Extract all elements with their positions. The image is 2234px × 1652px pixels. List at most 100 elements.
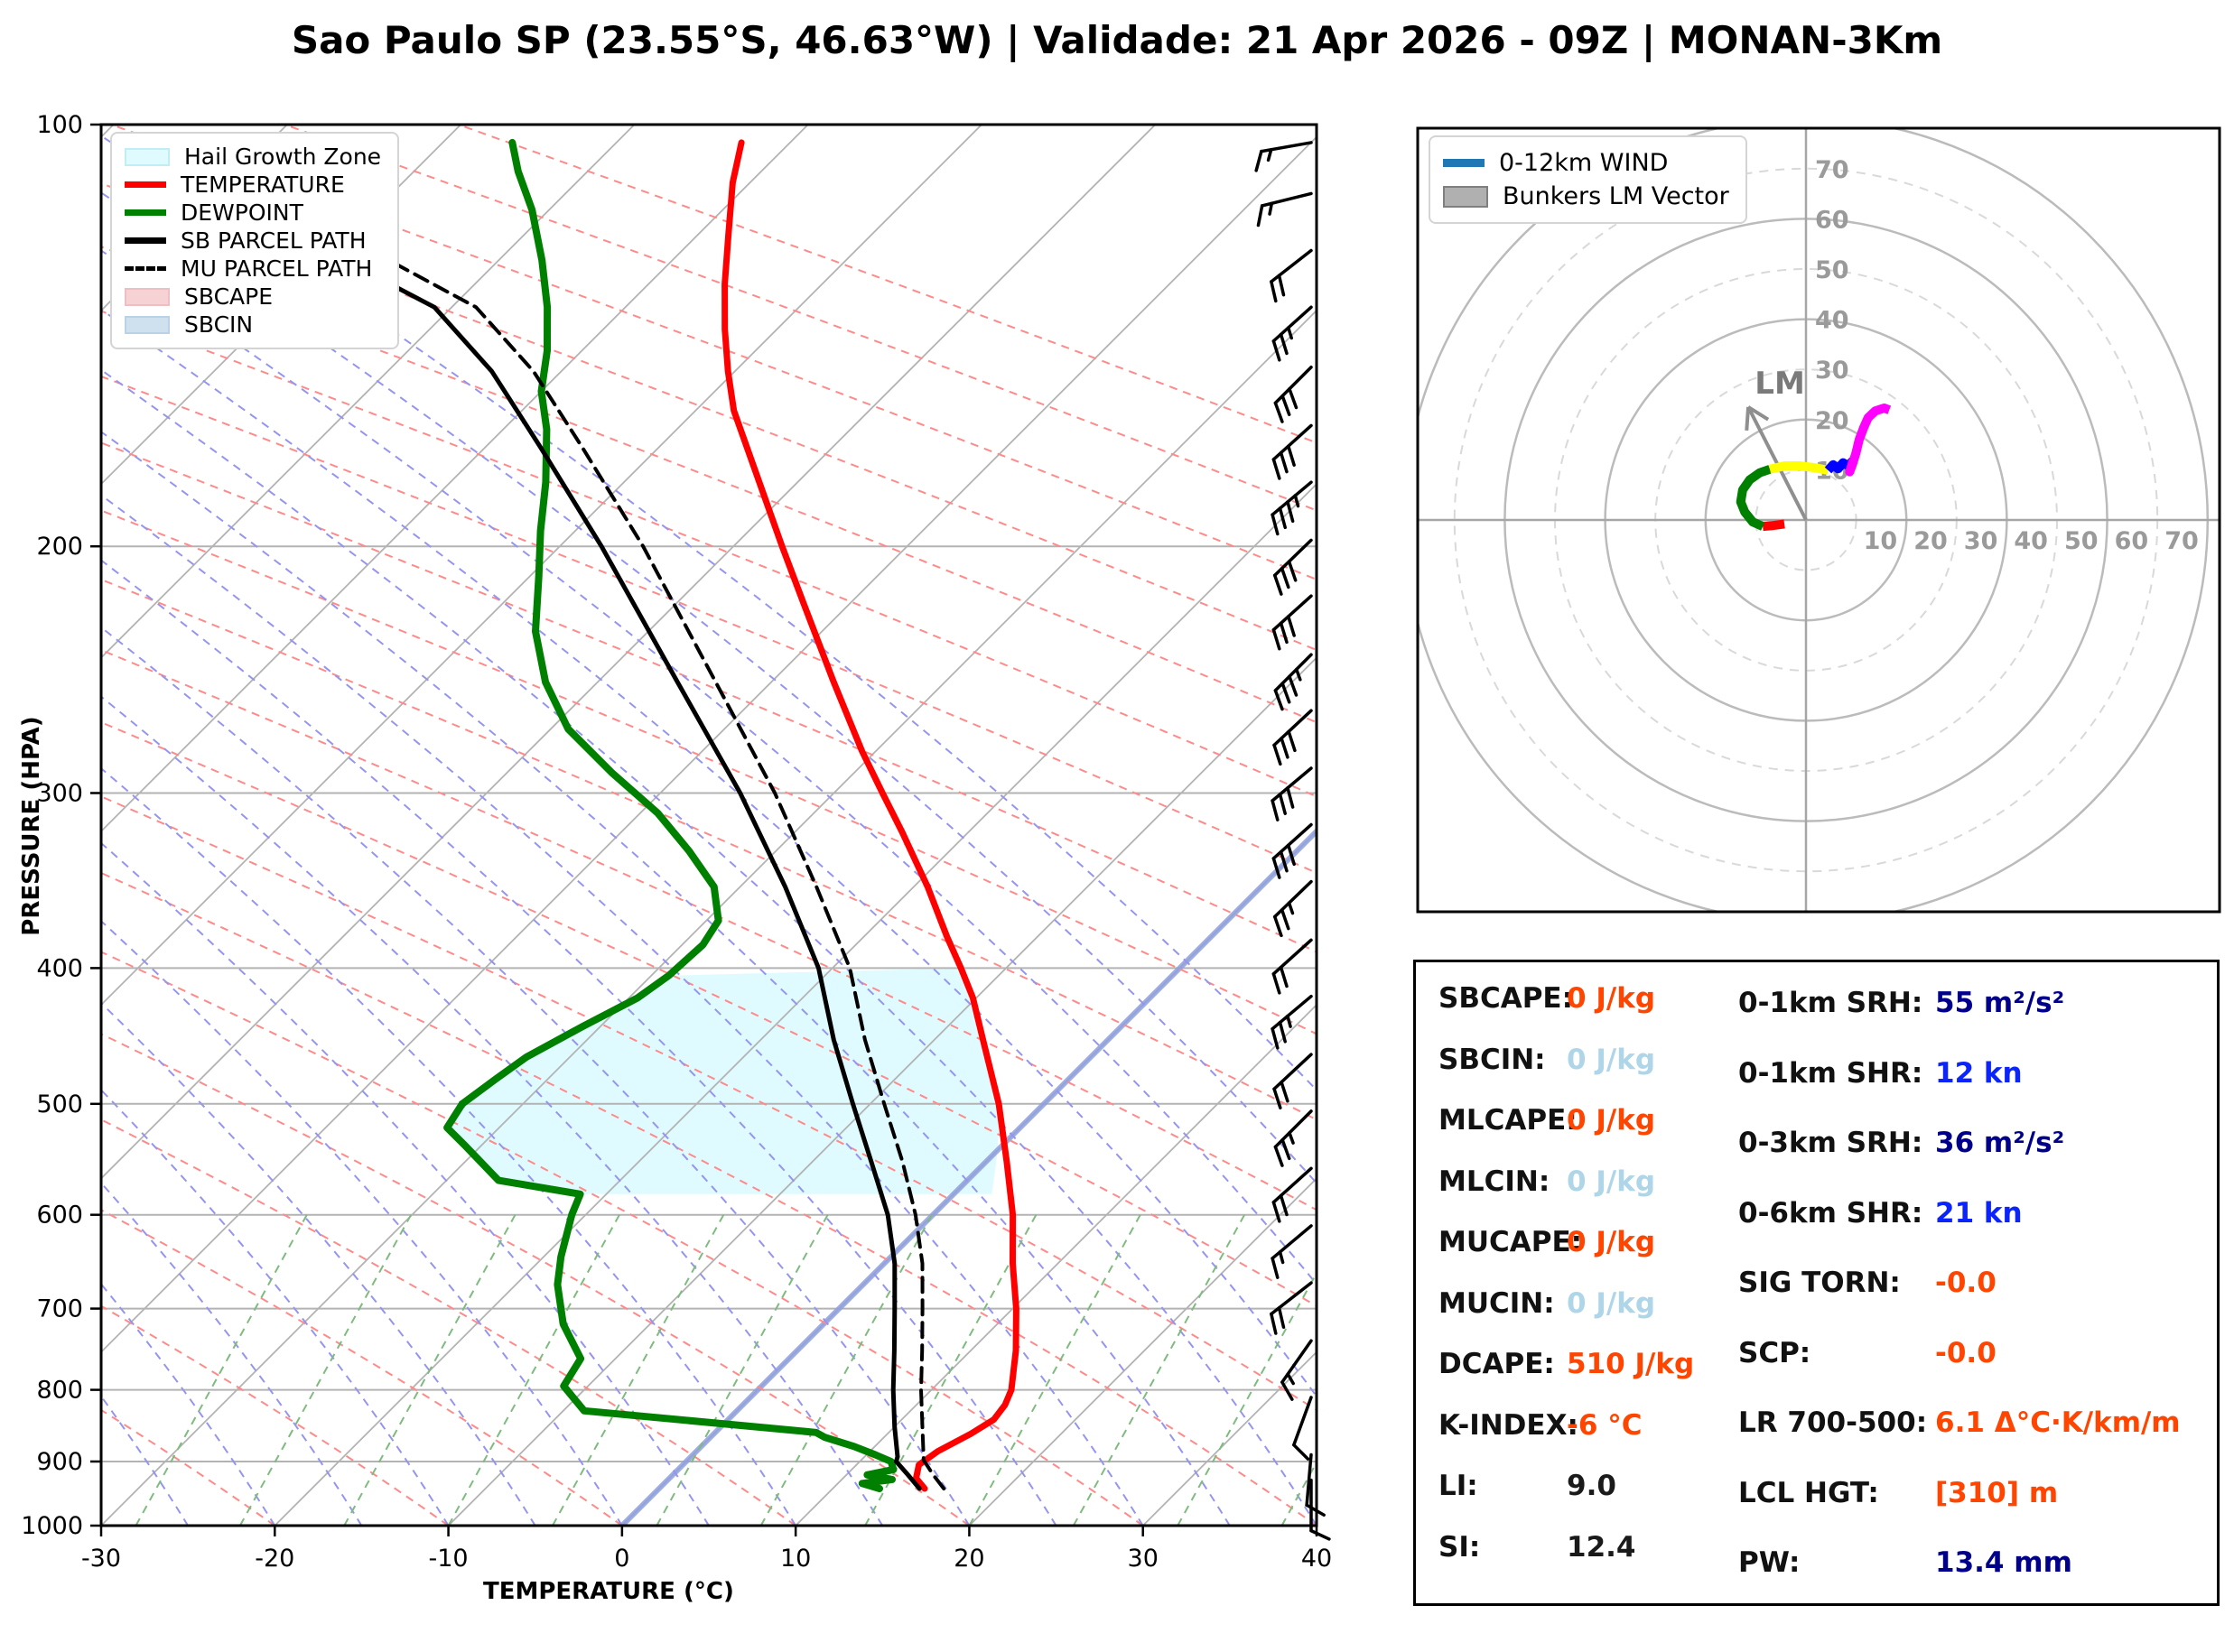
index-row-sbcin-: SBCIN: 0 J/kg xyxy=(1438,1044,1856,1076)
index-row-mucin-: MUCIN: 0 J/kg xyxy=(1438,1287,1856,1320)
hail-growth-zone-swatch xyxy=(125,147,170,166)
legend-item-temperature: TEMPERATURE xyxy=(125,171,381,199)
wind-0-12km-swatch xyxy=(1443,159,1485,167)
index-row-0-1km-shr-: 0-1km SHR: 12 kn xyxy=(1738,1057,2224,1090)
svg-text:600: 600 xyxy=(36,1202,83,1230)
index-row-li-: LI: 9.0 xyxy=(1438,1470,1856,1502)
index-label: SI: xyxy=(1438,1530,1481,1564)
index-label: DCAPE: xyxy=(1438,1348,1555,1380)
page-title: Sao Paulo SP (23.55°S, 46.63°W) | Valida… xyxy=(291,18,1943,62)
svg-text:-10: -10 xyxy=(429,1545,469,1573)
sbcin-label: SBCIN xyxy=(184,311,254,338)
index-row-si-: SI: 12.4 xyxy=(1438,1531,1856,1564)
sb-parcel-path-swatch xyxy=(125,237,166,244)
hodograph-legend: 0-12km WIND Bunkers LM Vector xyxy=(1429,135,1747,224)
svg-text:800: 800 xyxy=(36,1377,83,1405)
svg-text:30: 30 xyxy=(1128,1545,1159,1573)
wind-0-12km-label: 0-12km WIND xyxy=(1499,149,1669,177)
index-row-lr-700-500-: LR 700-500: 6.1 Δ°C·K/km/m xyxy=(1738,1406,2224,1439)
legend-item-dewpoint: DEWPOINT xyxy=(125,199,381,227)
svg-text:70: 70 xyxy=(1815,156,1849,184)
index-value: 0 J/kg xyxy=(1567,1165,1656,1198)
index-label: SIG TORN: xyxy=(1738,1267,1901,1299)
svg-text:40: 40 xyxy=(1815,307,1849,335)
svg-text:1000: 1000 xyxy=(21,1512,83,1540)
legend-item-bunkers-lm-vector: Bunkers LM Vector xyxy=(1443,180,1729,213)
svg-text:100: 100 xyxy=(36,111,83,139)
sb-parcel-path-label: SB PARCEL PATH xyxy=(181,227,367,254)
dewpoint-swatch xyxy=(125,209,166,216)
mu-parcel-path-swatch xyxy=(125,266,166,271)
legend-item-sbcin: SBCIN xyxy=(125,311,381,339)
index-value: 0 J/kg xyxy=(1567,1286,1656,1320)
y-axis-title: PRESSURE (HPA) xyxy=(18,716,45,936)
bunkers-lm-vector-label: Bunkers LM Vector xyxy=(1503,182,1729,210)
index-row-scp-: SCP: -0.0 xyxy=(1738,1337,2224,1369)
index-value: -6 °C xyxy=(1567,1408,1643,1442)
dewpoint-label: DEWPOINT xyxy=(181,200,303,226)
index-value: 21 kn xyxy=(1935,1196,2023,1230)
svg-text:50: 50 xyxy=(2064,527,2099,555)
svg-text:60: 60 xyxy=(2115,527,2149,555)
svg-text:400: 400 xyxy=(36,954,83,982)
index-label: 0-3km SRH: xyxy=(1738,1127,1923,1159)
svg-text:30: 30 xyxy=(1815,357,1849,385)
index-value: 0 J/kg xyxy=(1567,1043,1656,1076)
index-value: 0 J/kg xyxy=(1567,982,1656,1015)
index-row-0-6km-shr-: 0-6km SHR: 21 kn xyxy=(1738,1197,2224,1230)
index-value: 510 J/kg xyxy=(1567,1348,1695,1380)
index-label: MUCIN: xyxy=(1438,1286,1555,1320)
skewt-legend: Hail Growth Zone TEMPERATURE DEWPOINT SB PA… xyxy=(110,132,400,349)
lm-label: LM xyxy=(1755,366,1805,402)
bunkers-lm-vector-swatch xyxy=(1443,185,1488,208)
index-row-mlcape-: MLCAPE: 0 J/kg xyxy=(1438,1104,1856,1137)
svg-text:40: 40 xyxy=(2014,527,2048,555)
index-value: 12.4 xyxy=(1567,1530,1636,1564)
index-row-k-index-: K-INDEX: -6 °C xyxy=(1438,1409,1856,1442)
index-label: MUCAPE: xyxy=(1438,1226,1583,1258)
x-axis-title: TEMPERATURE (°C) xyxy=(483,1578,734,1605)
index-row-pw-: PW: 13.4 mm xyxy=(1738,1546,2224,1579)
mu-parcel-path-label: MU PARCEL PATH xyxy=(181,255,373,282)
index-row-mucape-: MUCAPE: 0 J/kg xyxy=(1438,1226,1856,1258)
index-label: 0-1km SHR: xyxy=(1738,1056,1923,1090)
svg-text:30: 30 xyxy=(1964,527,1998,555)
index-label: LI: xyxy=(1438,1470,1478,1502)
sbcape-swatch xyxy=(125,287,170,306)
index-value: 6.1 Δ°C·K/km/m xyxy=(1935,1406,2181,1439)
legend-item-mu-parcel-path: MU PARCEL PATH xyxy=(125,255,381,283)
hail-growth-zone-label: Hail Growth Zone xyxy=(184,144,382,170)
index-value: [310] m xyxy=(1935,1476,2059,1509)
svg-text:500: 500 xyxy=(36,1091,83,1118)
index-label: K-INDEX: xyxy=(1438,1408,1578,1442)
index-value: 55 m²/s² xyxy=(1935,987,2065,1019)
sbcape-label: SBCAPE xyxy=(184,283,274,310)
index-label: 0-1km SRH: xyxy=(1738,987,1923,1019)
legend-item-sbcape: SBCAPE xyxy=(125,283,381,311)
index-label: PW: xyxy=(1738,1546,1801,1579)
index-row-sbcape-: SBCAPE: 0 J/kg xyxy=(1438,982,1856,1015)
index-label: SCP: xyxy=(1738,1336,1811,1369)
index-value: 13.4 mm xyxy=(1935,1546,2072,1579)
index-value: 12 kn xyxy=(1935,1056,2023,1090)
index-row-sig-torn-: SIG TORN: -0.0 xyxy=(1738,1267,2224,1299)
svg-text:-30: -30 xyxy=(81,1545,121,1573)
index-value: -0.0 xyxy=(1935,1336,1997,1369)
index-value: 36 m²/s² xyxy=(1935,1127,2065,1159)
index-label: 0-6km SHR: xyxy=(1738,1196,1923,1230)
index-value: 0 J/kg xyxy=(1567,1104,1656,1137)
svg-text:-20: -20 xyxy=(255,1545,294,1573)
index-row-dcape-: DCAPE: 510 J/kg xyxy=(1438,1348,1856,1380)
index-label: MLCAPE: xyxy=(1438,1104,1578,1137)
index-value: 0 J/kg xyxy=(1567,1226,1656,1258)
legend-item-wind-0-12km: 0-12km WIND xyxy=(1443,146,1729,180)
index-row-mlcin-: MLCIN: 0 J/kg xyxy=(1438,1165,1856,1198)
svg-text:70: 70 xyxy=(2164,527,2199,555)
index-label: SBCIN: xyxy=(1438,1043,1546,1076)
index-row-0-1km-srh-: 0-1km SRH: 55 m²/s² xyxy=(1738,987,2224,1019)
legend-item-hail-growth-zone: Hail Growth Zone xyxy=(125,143,381,171)
temperature-swatch xyxy=(125,181,166,188)
svg-text:20: 20 xyxy=(954,1545,984,1573)
